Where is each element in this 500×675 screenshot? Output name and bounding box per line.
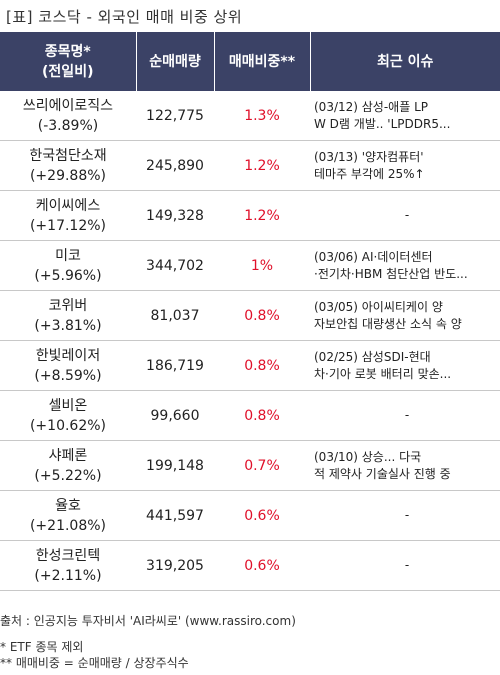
- header-issue: 최근 이슈: [310, 32, 500, 91]
- stock-name-cell: 코위버 (+3.81%): [0, 290, 136, 341]
- stock-change: (+17.12%): [29, 217, 107, 234]
- stock-change: (+5.96%): [34, 267, 102, 284]
- recent-issue[interactable]: (03/13) '양자컴퓨터' 테마주 부각에 25%↑: [314, 149, 425, 181]
- recent-issue-cell: -: [310, 190, 500, 241]
- net-volume: 199,148: [136, 440, 214, 491]
- table-row: 쓰리에이로직스 (-3.89%) 122,775 1.3% (03/12) 삼성-애플 …: [0, 91, 500, 141]
- stock-name-cell: 미코 (+5.96%): [0, 240, 136, 291]
- recent-issue-cell: -: [310, 390, 500, 441]
- trade-ratio: 1.2%: [214, 140, 310, 191]
- recent-issue: -: [404, 208, 410, 222]
- recent-issue-cell: (03/13) '양자컴퓨터' 테마주 부각에 25%↑: [310, 140, 500, 191]
- table-header-row: 종목명* (전일비) 순매매량 매매비중** 최근 이슈: [0, 32, 500, 91]
- stock-name: 한빛레이저: [35, 347, 101, 364]
- net-volume: 245,890: [136, 140, 214, 191]
- stock-name: 코위버: [48, 297, 88, 314]
- table-row: 샤페론 (+5.22%) 199,148 0.7% (03/10) 상승... 다국 적…: [0, 440, 500, 491]
- stock-change: (+2.11%): [34, 567, 102, 584]
- trade-ratio: 0.8%: [214, 340, 310, 391]
- source-note: 출처 : 인공지능 투자비서 'AI라씨로' (www.rassiro.com): [0, 614, 296, 628]
- stock-name: 한성크린텍: [35, 547, 101, 564]
- header-name: 종목명* (전일비): [0, 32, 137, 91]
- table-row: 한빛레이저 (+8.59%) 186,719 0.8% (02/25) 삼성SDI-현대…: [0, 340, 500, 391]
- net-volume: 186,719: [136, 340, 214, 391]
- header-volume: 순매매량: [136, 32, 215, 91]
- stock-name: 케이씨에스: [35, 197, 101, 214]
- header-name-label: 종목명* (전일비): [42, 43, 94, 80]
- footnote-etf: * ETF 종목 제외: [0, 640, 84, 654]
- stock-name: 한국첨단소재: [29, 147, 107, 164]
- table-row: 케이씨에스 (+17.12%) 149,328 1.2% -: [0, 190, 500, 241]
- recent-issue[interactable]: (03/12) 삼성-애플 LP W D램 개발.. 'LPDDR5...: [314, 99, 451, 131]
- stock-name-cell: 셀비온 (+10.62%): [0, 390, 136, 441]
- stock-name: 샤페론: [48, 447, 88, 464]
- stock-name: 셀비온: [48, 397, 88, 414]
- stock-name-cell: 한국첨단소재 (+29.88%): [0, 140, 136, 191]
- table-row: 셀비온 (+10.62%) 99,660 0.8% -: [0, 390, 500, 441]
- recent-issue[interactable]: (02/25) 삼성SDI-현대 차·기아 로봇 배터리 맞손...: [314, 349, 452, 381]
- table-row: 한국첨단소재 (+29.88%) 245,890 1.2% (03/13) '양자컴퓨터…: [0, 140, 500, 191]
- stock-change: (+8.59%): [34, 367, 102, 384]
- net-volume: 344,702: [136, 240, 214, 291]
- stock-name: 미코: [55, 247, 81, 264]
- recent-issue-cell: (03/10) 상승... 다국 적 제약사 기술실사 진행 중: [310, 440, 500, 491]
- table-row: 한성크린텍 (+2.11%) 319,205 0.6% -: [0, 540, 500, 591]
- stock-name-cell: 케이씨에스 (+17.12%): [0, 190, 136, 241]
- trade-ratio: 0.6%: [214, 490, 310, 541]
- stock-change: (-3.89%): [37, 117, 99, 134]
- trade-ratio: 1.3%: [214, 91, 310, 141]
- page-title: [표] 코스닥 - 외국인 매매 비중 상위: [6, 8, 243, 26]
- recent-issue: -: [404, 558, 410, 572]
- stock-name-cell: 율호 (+21.08%): [0, 490, 136, 541]
- recent-issue-cell: -: [310, 540, 500, 591]
- trade-ratio: 1%: [214, 240, 310, 291]
- trade-ratio: 0.8%: [214, 290, 310, 341]
- table-row: 미코 (+5.96%) 344,702 1% (03/06) AI·데이터센터 ·전기차…: [0, 240, 500, 291]
- net-volume: 122,775: [136, 91, 214, 141]
- recent-issue[interactable]: (03/06) AI·데이터센터 ·전기차·HBM 첨단산업 반도...: [314, 249, 468, 281]
- stock-name-cell: 샤페론 (+5.22%): [0, 440, 136, 491]
- trade-ratio: 0.8%: [214, 390, 310, 441]
- net-volume: 81,037: [136, 290, 214, 341]
- recent-issue-cell: (03/12) 삼성-애플 LP W D램 개발.. 'LPDDR5...: [310, 91, 500, 141]
- recent-issue[interactable]: (03/05) 아이씨티케이 양 자보안칩 대량생산 소식 속 양: [314, 299, 462, 331]
- stock-change: (+29.88%): [29, 167, 107, 184]
- stock-name-cell: 한성크린텍 (+2.11%): [0, 540, 136, 591]
- recent-issue: -: [404, 408, 410, 422]
- footnote-ratio: ** 매매비중 = 순매매량 / 상장주식수: [0, 656, 189, 670]
- stock-change: (+10.62%): [29, 417, 107, 434]
- table-row: 율호 (+21.08%) 441,597 0.6% -: [0, 490, 500, 541]
- recent-issue[interactable]: (03/10) 상승... 다국 적 제약사 기술실사 진행 중: [314, 449, 451, 481]
- trade-ratio: 0.6%: [214, 540, 310, 591]
- stock-name: 쓰리에이로직스: [22, 97, 114, 114]
- table-row: 코위버 (+3.81%) 81,037 0.8% (03/05) 아이씨티케이 양 자보…: [0, 290, 500, 341]
- trade-ratio: 0.7%: [214, 440, 310, 491]
- net-volume: 441,597: [136, 490, 214, 541]
- stock-change: (+21.08%): [29, 517, 107, 534]
- header-ratio: 매매비중**: [214, 32, 311, 91]
- stock-change: (+3.81%): [34, 317, 102, 334]
- recent-issue-cell: -: [310, 490, 500, 541]
- recent-issue-cell: (03/05) 아이씨티케이 양 자보안칩 대량생산 소식 속 양: [310, 290, 500, 341]
- net-volume: 319,205: [136, 540, 214, 591]
- foreign-trading-table: 종목명* (전일비) 순매매량 매매비중** 최근 이슈 쓰리에이로직스 (-3.…: [0, 32, 500, 591]
- recent-issue-cell: (03/06) AI·데이터센터 ·전기차·HBM 첨단산업 반도...: [310, 240, 500, 291]
- stock-name-cell: 쓰리에이로직스 (-3.89%): [0, 91, 136, 141]
- net-volume: 149,328: [136, 190, 214, 241]
- recent-issue: -: [404, 508, 410, 522]
- stock-name-cell: 한빛레이저 (+8.59%): [0, 340, 136, 391]
- trade-ratio: 1.2%: [214, 190, 310, 241]
- recent-issue-cell: (02/25) 삼성SDI-현대 차·기아 로봇 배터리 맞손...: [310, 340, 500, 391]
- net-volume: 99,660: [136, 390, 214, 441]
- stock-change: (+5.22%): [34, 467, 102, 484]
- stock-name: 율호: [55, 497, 81, 514]
